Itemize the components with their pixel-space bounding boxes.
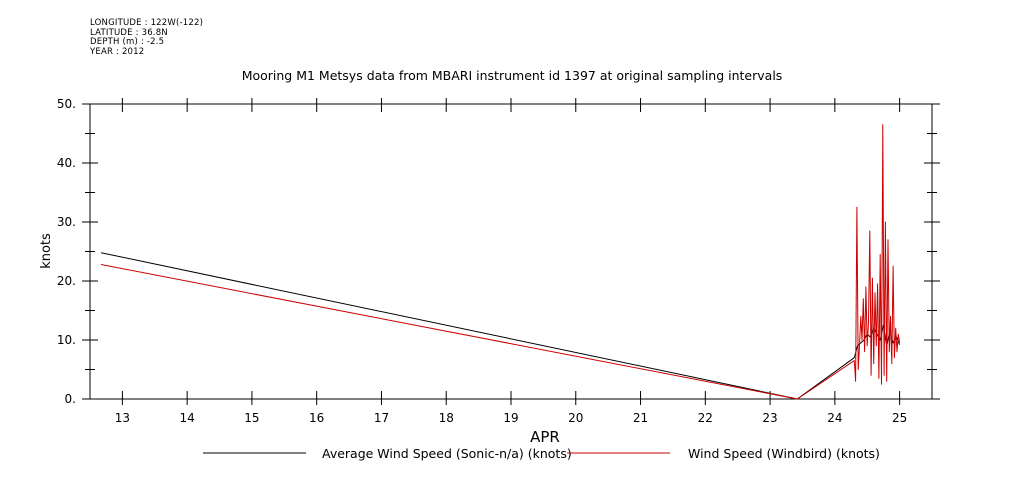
y-axis-label: knots [39, 233, 54, 269]
x-tick-label: 24 [827, 411, 842, 425]
plot-frame [89, 103, 933, 400]
y-tick-label: 50. [57, 97, 76, 111]
x-tick-label: 21 [633, 411, 648, 425]
y-tick-label: 0. [65, 392, 76, 406]
axes: 13 14 15 16 17 18 19 20 21 22 23 24 25 0. 10. 20. 30. 40.… [57, 97, 940, 425]
meta-latitude: LATITUDE : 36.8N [90, 27, 168, 38]
series-line-windbird [100, 124, 901, 400]
x-tick-label: 17 [374, 411, 389, 425]
y-tick-label: 20. [57, 274, 76, 288]
meta-year: YEAR : 2012 [90, 46, 145, 57]
x-tick-label: 23 [762, 411, 777, 425]
legend: Average Wind Speed (Sonic-n/a) (knots) Wi… [203, 446, 880, 461]
legend-label: Wind Speed (Windbird) (knots) [688, 446, 880, 461]
series-line-average-wind [100, 252, 901, 400]
chart-title: Mooring M1 Metsys data from MBARI instru… [242, 68, 783, 83]
x-tick-label: 18 [439, 411, 454, 425]
legend-label: Average Wind Speed (Sonic-n/a) (knots) [322, 446, 572, 461]
series-layer [100, 124, 901, 400]
x-axis-label: APR [530, 428, 560, 446]
y-tick-label: 10. [57, 333, 76, 347]
y-tick-label: 40. [57, 156, 76, 170]
x-tick-label: 19 [503, 411, 518, 425]
x-tick-label: 16 [309, 411, 324, 425]
x-tick-label: 15 [244, 411, 259, 425]
metadata-block: LONGITUDE : 122W(-122) LATITUDE : 36.8N … [90, 18, 204, 57]
x-tick-label: 14 [180, 411, 195, 425]
x-tick-label: 20 [568, 411, 583, 425]
y-tick-label: 30. [57, 215, 76, 229]
x-tick-label: 22 [698, 411, 713, 425]
meta-longitude: LONGITUDE : 122W(-122) [90, 18, 204, 28]
x-tick-label: 13 [115, 411, 130, 425]
meta-depth: DEPTH (m) : -2.5 [90, 37, 165, 48]
x-tick-label: 25 [892, 411, 907, 425]
